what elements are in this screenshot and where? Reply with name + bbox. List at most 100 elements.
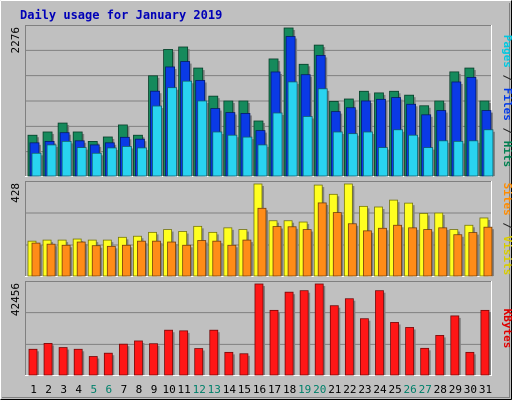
bar-visits-sites-day-23	[363, 230, 372, 277]
bar-kbytes-kbytes-day-24	[375, 290, 384, 376]
bar-kbytes-kbytes-day-13	[209, 329, 219, 376]
bar-visits-sites-day-19	[302, 229, 312, 277]
bar-visits-sites-day-17	[272, 226, 282, 277]
bar-visits-sites-day-16	[257, 207, 267, 277]
bar-visits-sites-day-24	[378, 227, 387, 277]
bar-hits-pages-day-31	[483, 129, 494, 177]
chart-title: Daily usage for January 2019	[20, 8, 222, 22]
x-tick-label-day-2: 2	[45, 383, 52, 396]
panel-visits-max-label: 428	[9, 183, 22, 203]
bar-kbytes-kbytes-day-25	[390, 322, 399, 376]
bar-kbytes-kbytes-day-18	[284, 291, 294, 376]
x-tick-label-day-1: 1	[30, 383, 37, 396]
x-tick-label-day-5: 5	[90, 383, 97, 396]
bar-kbytes-kbytes-day-17	[269, 309, 279, 376]
bar-hits-pages-day-5	[91, 152, 102, 177]
bar-hits-pages-day-17	[272, 112, 283, 177]
x-tick-label-day-27: 27	[419, 383, 432, 396]
bar-hits-pages-day-21	[332, 131, 343, 177]
axis-title-segment: KBytes	[501, 309, 512, 349]
bar-kbytes-kbytes-day-29	[450, 315, 460, 376]
bar-visits-sites-day-6	[106, 245, 116, 277]
bar-kbytes-kbytes-day-20	[314, 283, 324, 376]
bar-hits-pages-day-16	[257, 144, 268, 177]
bar-kbytes-kbytes-day-12	[194, 348, 204, 376]
bar-hits-pages-day-26	[408, 134, 419, 177]
bar-visits-sites-day-21	[332, 212, 342, 277]
x-tick-label-day-24: 24	[373, 383, 387, 396]
bar-hits-pages-day-2	[46, 144, 57, 177]
panel-hits-axis-title: Pages / Files / Hits	[501, 35, 512, 168]
x-tick-label-day-12: 12	[193, 383, 206, 396]
bar-kbytes-kbytes-day-3	[58, 347, 68, 376]
x-tick-label-day-11: 11	[178, 383, 191, 396]
bar-hits-pages-day-4	[76, 147, 87, 177]
bar-kbytes-kbytes-day-23	[360, 318, 369, 376]
bar-visits-sites-day-1	[31, 242, 41, 277]
axis-title-segment: Files	[501, 88, 512, 121]
bar-visits-sites-day-2	[46, 243, 56, 277]
x-tick-label-day-28: 28	[434, 383, 447, 396]
x-tick-label-day-19: 19	[298, 383, 311, 396]
bar-hits-pages-day-14	[227, 134, 238, 177]
x-tick-label-day-10: 10	[162, 383, 175, 396]
bar-kbytes-kbytes-day-28	[435, 335, 445, 376]
bar-kbytes-kbytes-day-14	[224, 351, 234, 376]
x-tick-label-day-21: 21	[328, 383, 341, 396]
bar-visits-sites-day-22	[347, 223, 357, 277]
bar-visits-sites-day-30	[468, 232, 478, 277]
x-tick-label-day-16: 16	[253, 383, 266, 396]
panel-visits: 428 Sites / Visits	[9, 181, 512, 277]
x-tick-label-day-13: 13	[208, 383, 221, 396]
x-tick-label-day-3: 3	[60, 383, 67, 396]
axis-title-segment: Hits	[501, 141, 512, 168]
bar-kbytes-kbytes-day-9	[149, 343, 158, 376]
bar-kbytes-kbytes-day-7	[118, 343, 128, 376]
bar-visits-sites-day-7	[121, 244, 131, 277]
bar-visits-sites-day-14	[227, 244, 237, 277]
x-tick-label-day-26: 26	[404, 383, 417, 396]
x-tick-label-day-17: 17	[268, 383, 281, 396]
x-tick-label-day-22: 22	[343, 383, 356, 396]
panel-hits: 2276 Pages / Files / Hits	[9, 25, 512, 177]
axis-title-segment: Visits	[501, 236, 512, 276]
x-tick-label-day-20: 20	[313, 383, 326, 396]
bar-visits-sites-day-29	[453, 234, 463, 277]
bar-visits-sites-day-3	[61, 244, 71, 277]
x-tick-label-day-18: 18	[283, 383, 296, 396]
panel-hits-max-label: 2276	[9, 27, 22, 54]
bar-kbytes-kbytes-day-8	[134, 340, 143, 376]
bar-hits-pages-day-6	[106, 147, 117, 177]
chart-panels: 2276 Pages / Files / Hits 428 Sites / Visit…	[9, 25, 512, 376]
bar-kbytes-kbytes-day-19	[299, 290, 309, 376]
x-tick-label-day-6: 6	[106, 383, 113, 396]
bar-visits-sites-day-15	[242, 239, 252, 277]
bar-hits-pages-day-22	[347, 133, 358, 177]
x-tick-label-day-4: 4	[75, 383, 82, 396]
axis-title-segment: /	[501, 68, 512, 88]
bar-hits-pages-day-28	[438, 140, 449, 177]
panel-kbytes-max-label: 42456	[9, 283, 22, 316]
x-axis-day-labels: 1 2 3 4 5 6 7 8 9 10 11 12 13 14 15 16 17 18 19 20 21 22 23 24 2…	[30, 383, 492, 396]
bar-visits-sites-day-12	[197, 240, 207, 277]
bar-visits-sites-day-10	[167, 241, 176, 277]
bar-hits-pages-day-12	[197, 100, 208, 177]
bar-kbytes-kbytes-day-1	[28, 348, 38, 376]
bar-kbytes-kbytes-day-10	[164, 329, 173, 376]
bar-kbytes-kbytes-day-15	[239, 353, 249, 376]
bar-kbytes-kbytes-day-2	[43, 343, 53, 376]
bar-visits-sites-day-5	[91, 245, 101, 277]
axis-title-segment: /	[501, 121, 512, 141]
bar-kbytes-kbytes-day-26	[405, 327, 415, 376]
x-tick-label-day-30: 30	[464, 383, 477, 396]
bar-kbytes-kbytes-day-4	[73, 348, 83, 376]
bar-hits-pages-day-11	[182, 80, 193, 177]
x-tick-label-day-14: 14	[223, 383, 237, 396]
bar-kbytes-kbytes-day-11	[179, 330, 189, 376]
bar-hits-pages-day-10	[167, 87, 177, 177]
x-tick-label-day-9: 9	[151, 383, 158, 396]
bar-kbytes-kbytes-day-27	[420, 347, 430, 376]
bar-visits-sites-day-8	[137, 240, 146, 277]
x-tick-label-day-31: 31	[479, 383, 492, 396]
